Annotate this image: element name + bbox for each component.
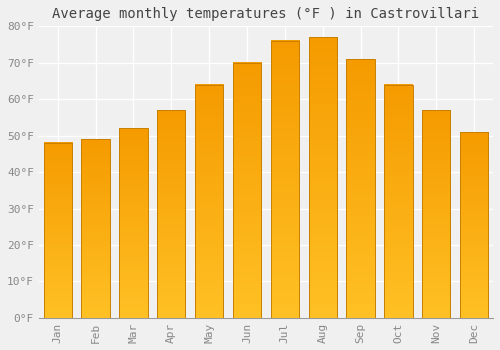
Bar	[157, 110, 186, 318]
Bar	[233, 63, 261, 318]
Bar	[460, 132, 488, 318]
Bar	[44, 143, 72, 318]
Bar	[422, 110, 450, 318]
Bar	[119, 128, 148, 318]
Title: Average monthly temperatures (°F ) in Castrovillari: Average monthly temperatures (°F ) in Ca…	[52, 7, 480, 21]
Bar	[195, 85, 224, 318]
Bar	[308, 37, 337, 318]
Bar	[346, 59, 375, 318]
Bar	[82, 139, 110, 318]
Bar	[270, 41, 299, 318]
Bar	[384, 85, 412, 318]
